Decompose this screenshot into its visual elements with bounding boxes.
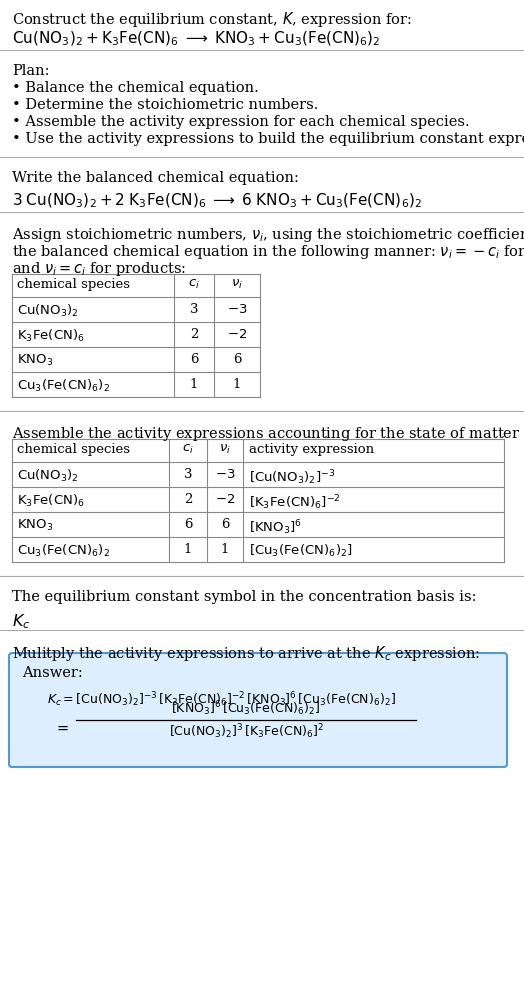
Text: 3: 3 (190, 303, 198, 316)
Text: $[\mathrm{Cu(NO_3)_2}]^{-3}$: $[\mathrm{Cu(NO_3)_2}]^{-3}$ (249, 468, 335, 487)
Text: 1: 1 (221, 543, 229, 556)
Text: chemical species: chemical species (17, 278, 130, 291)
Text: $\nu_i$: $\nu_i$ (231, 278, 243, 291)
Text: $-3$: $-3$ (227, 303, 247, 316)
Text: $\mathrm{Cu(NO_3)_2 + K_3Fe(CN)_6 \;\longrightarrow\; KNO_3 + Cu_3(Fe(CN)_6)_2}$: $\mathrm{Cu(NO_3)_2 + K_3Fe(CN)_6 \;\lon… (12, 30, 380, 48)
Text: $[\mathrm{K_3Fe(CN)_6}]^{-2}$: $[\mathrm{K_3Fe(CN)_6}]^{-2}$ (249, 493, 341, 512)
Text: Construct the equilibrium constant, $K$, expression for:: Construct the equilibrium constant, $K$,… (12, 10, 412, 29)
Text: $c_i$: $c_i$ (188, 278, 200, 291)
Text: • Use the activity expressions to build the equilibrium constant expression.: • Use the activity expressions to build … (12, 132, 524, 146)
Text: the balanced chemical equation in the following manner: $\nu_i = -c_i$ for react: the balanced chemical equation in the fo… (12, 243, 524, 261)
Text: Assign stoichiometric numbers, $\nu_i$, using the stoichiometric coefficients, $: Assign stoichiometric numbers, $\nu_i$, … (12, 226, 524, 244)
Text: • Balance the chemical equation.: • Balance the chemical equation. (12, 81, 259, 95)
Text: $-2$: $-2$ (215, 493, 235, 506)
Text: 1: 1 (184, 543, 192, 556)
Text: • Determine the stoichiometric numbers.: • Determine the stoichiometric numbers. (12, 98, 319, 112)
Text: chemical species: chemical species (17, 443, 130, 456)
Text: $\mathrm{K_3Fe(CN)_6}$: $\mathrm{K_3Fe(CN)_6}$ (17, 493, 85, 509)
Text: $K_c$: $K_c$ (12, 612, 30, 631)
Text: and $\nu_i = c_i$ for products:: and $\nu_i = c_i$ for products: (12, 260, 187, 278)
Text: 2: 2 (184, 493, 192, 506)
Text: 2: 2 (190, 328, 198, 341)
Text: $[\mathrm{Cu_3(Fe(CN)_6)_2}]$: $[\mathrm{Cu_3(Fe(CN)_6)_2}]$ (249, 543, 353, 559)
Text: $[\mathrm{KNO_3}]^{6}\,[\mathrm{Cu_3(Fe(CN)_6)_2}]$: $[\mathrm{KNO_3}]^{6}\,[\mathrm{Cu_3(Fe(… (171, 699, 321, 718)
Text: Mulitply the activity expressions to arrive at the $K_c$ expression:: Mulitply the activity expressions to arr… (12, 644, 480, 663)
FancyBboxPatch shape (9, 653, 507, 767)
Text: $\nu_i$: $\nu_i$ (219, 443, 231, 456)
Text: $K_c = [\mathrm{Cu(NO_3)_2}]^{-3}\,[\mathrm{K_3Fe(CN)_6}]^{-2}\,[\mathrm{KNO_3}]: $K_c = [\mathrm{Cu(NO_3)_2}]^{-3}\,[\mat… (47, 690, 396, 709)
Text: $-2$: $-2$ (227, 328, 247, 341)
Text: • Assemble the activity expression for each chemical species.: • Assemble the activity expression for e… (12, 115, 470, 129)
Text: The equilibrium constant symbol in the concentration basis is:: The equilibrium constant symbol in the c… (12, 590, 476, 604)
Text: $\mathrm{Cu_3(Fe(CN)_6)_2}$: $\mathrm{Cu_3(Fe(CN)_6)_2}$ (17, 543, 110, 559)
Text: 1: 1 (233, 378, 241, 391)
Text: Answer:: Answer: (22, 666, 83, 680)
Text: $-3$: $-3$ (215, 468, 235, 481)
Text: $\mathrm{Cu(NO_3)_2}$: $\mathrm{Cu(NO_3)_2}$ (17, 468, 79, 484)
Text: 6: 6 (190, 353, 198, 366)
Text: 6: 6 (184, 518, 192, 531)
Text: $\mathrm{Cu(NO_3)_2}$: $\mathrm{Cu(NO_3)_2}$ (17, 303, 79, 319)
Text: Assemble the activity expressions accounting for the state of matter and $\nu_i$: Assemble the activity expressions accoun… (12, 425, 524, 443)
Text: $[\mathrm{Cu(NO_3)_2}]^{3}\,[\mathrm{K_3Fe(CN)_6}]^{2}$: $[\mathrm{Cu(NO_3)_2}]^{3}\,[\mathrm{K_3… (169, 722, 323, 741)
Text: 6: 6 (233, 353, 241, 366)
Text: Plan:: Plan: (12, 64, 49, 78)
Text: $\mathrm{KNO_3}$: $\mathrm{KNO_3}$ (17, 518, 53, 533)
Text: $c_i$: $c_i$ (182, 443, 194, 456)
Text: $[\mathrm{KNO_3}]^{6}$: $[\mathrm{KNO_3}]^{6}$ (249, 518, 302, 537)
Text: $=$: $=$ (54, 721, 70, 735)
Text: 6: 6 (221, 518, 230, 531)
Text: $\mathrm{K_3Fe(CN)_6}$: $\mathrm{K_3Fe(CN)_6}$ (17, 328, 85, 344)
Text: Write the balanced chemical equation:: Write the balanced chemical equation: (12, 171, 299, 185)
Text: 3: 3 (184, 468, 192, 481)
Text: $\mathrm{KNO_3}$: $\mathrm{KNO_3}$ (17, 353, 53, 368)
Text: activity expression: activity expression (249, 443, 374, 456)
Text: $\mathrm{3\;Cu(NO_3)_2 + 2\;K_3Fe(CN)_6 \;\longrightarrow\; 6\;KNO_3 + Cu_3(Fe(C: $\mathrm{3\;Cu(NO_3)_2 + 2\;K_3Fe(CN)_6 … (12, 192, 422, 210)
Text: 1: 1 (190, 378, 198, 391)
Text: $\mathrm{Cu_3(Fe(CN)_6)_2}$: $\mathrm{Cu_3(Fe(CN)_6)_2}$ (17, 378, 110, 394)
